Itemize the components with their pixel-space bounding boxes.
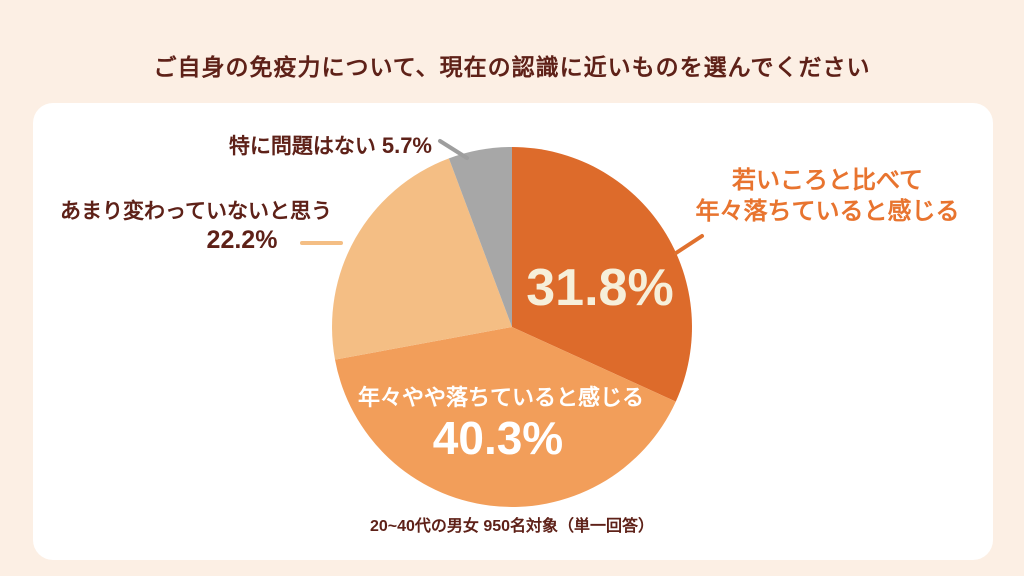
slice-slightly-declining-label: 年々やや落ちていると感じる [358, 385, 645, 410]
pie-slice-2 [335, 327, 676, 507]
callout-no-problem-label: 特に問題はない [228, 135, 376, 158]
leader-line-top [438, 139, 469, 160]
slice-slightly-declining: 年々やや落ちていると感じる 40.3% [358, 380, 645, 464]
pie-slice-1 [512, 147, 692, 402]
slice-declining-pct: 31.8% [526, 259, 674, 317]
pie-slice-4 [448, 146, 512, 327]
callout-unchanged-label: あまり変わっていないと思う [60, 200, 332, 223]
callout-no-problem: 特に問題はない 5.7% [140, 130, 432, 160]
leader-line-right [674, 234, 704, 255]
survey-footnote: 20~40代の男女 950名対象（単一回答） [369, 518, 655, 535]
callout-declining-line1: 若いころと比べて [731, 167, 924, 194]
callout-declining-line2: 年々落ちていると感じる [695, 198, 960, 225]
callout-unchanged-pct: 22.2% [206, 226, 278, 254]
slice-slightly-declining-pct: 40.3% [432, 412, 564, 464]
page-title: ご自身の免疫力について、現在の認識に近いものを選んでください [153, 54, 871, 81]
callout-declining-label: 若いころと比べて 年々落ちていると感じる [690, 165, 965, 227]
pie-slices [332, 146, 692, 507]
callout-no-problem-pct: 5.7% [381, 133, 432, 158]
pie-slice-3 [332, 158, 512, 360]
